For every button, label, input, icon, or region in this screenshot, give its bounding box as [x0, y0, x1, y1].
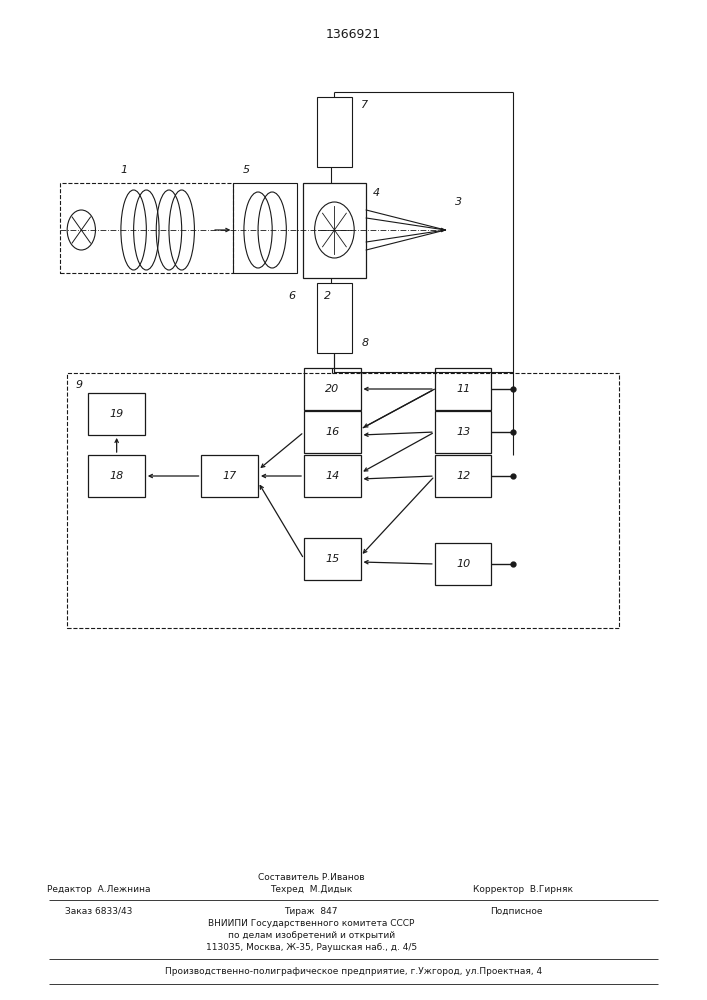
Text: по делам изобретений и открытий: по делам изобретений и открытий [228, 930, 395, 940]
Bar [60, 183, 233, 273]
Text: 3: 3 [455, 197, 462, 207]
Text: 9: 9 [76, 380, 83, 390]
Text: Составитель Р.Иванов: Составитель Р.Иванов [258, 874, 364, 882]
Text: 15: 15 [325, 554, 339, 564]
Bar [67, 373, 619, 628]
Bar [304, 455, 361, 497]
Bar [435, 368, 491, 410]
Bar [233, 183, 297, 273]
Text: 1366921: 1366921 [326, 28, 381, 41]
Text: Корректор  В.Гирняк: Корректор В.Гирняк [473, 886, 573, 894]
Bar [317, 283, 352, 353]
Text: 12: 12 [456, 471, 470, 481]
Text: 5: 5 [243, 165, 250, 175]
Bar [304, 538, 361, 580]
Bar [88, 455, 145, 497]
Text: 4: 4 [373, 188, 380, 198]
Text: 1: 1 [120, 165, 127, 175]
Text: Производственно-полиграфическое предприятие, г.Ужгород, ул.Проектная, 4: Производственно-полиграфическое предприя… [165, 966, 542, 976]
Text: 113035, Москва, Ж-35, Раушская наб., д. 4/5: 113035, Москва, Ж-35, Раушская наб., д. … [206, 942, 416, 952]
Bar [201, 455, 258, 497]
Text: Тираж  847: Тираж 847 [284, 906, 338, 916]
Text: 7: 7 [361, 100, 368, 110]
Text: 6: 6 [288, 291, 296, 301]
Text: Заказ 6833/43: Заказ 6833/43 [65, 906, 133, 916]
Text: Техред  М.Дидык: Техред М.Дидык [270, 886, 352, 894]
Text: 8: 8 [361, 338, 368, 348]
Bar [317, 97, 352, 167]
Text: 11: 11 [456, 384, 470, 394]
Text: 10: 10 [456, 559, 470, 569]
Text: 13: 13 [456, 427, 470, 437]
Text: 18: 18 [110, 471, 124, 481]
Bar [435, 455, 491, 497]
Bar [304, 368, 361, 410]
Text: 16: 16 [325, 427, 339, 437]
Text: 2: 2 [324, 291, 331, 301]
Bar [303, 183, 366, 278]
Text: Редактор  А.Лежнина: Редактор А.Лежнина [47, 886, 151, 894]
Text: 14: 14 [325, 471, 339, 481]
Bar [304, 411, 361, 453]
Bar [435, 543, 491, 585]
Bar [88, 393, 145, 435]
Text: ВНИИПИ Государственного комитета СССР: ВНИИПИ Государственного комитета СССР [208, 918, 414, 928]
Text: 20: 20 [325, 384, 339, 394]
Text: 17: 17 [223, 471, 237, 481]
Text: 19: 19 [110, 409, 124, 419]
Bar [435, 411, 491, 453]
Text: Подписное: Подписное [490, 906, 542, 916]
